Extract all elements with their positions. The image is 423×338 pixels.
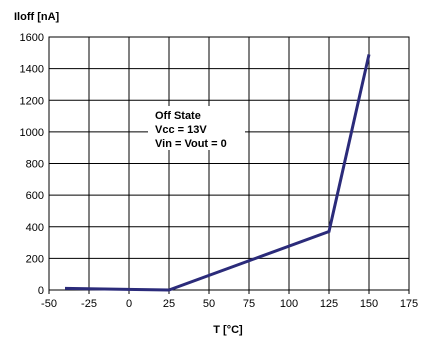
y-tick-label: 600 (26, 190, 44, 202)
x-tick-label: -50 (41, 298, 57, 310)
y-tick-label: 1200 (20, 95, 44, 107)
y-tick-label: 0 (38, 285, 44, 297)
x-tick-label: -25 (81, 298, 97, 310)
y-tick-label: 1400 (20, 64, 44, 76)
annotation-line-1: Off State (155, 110, 201, 122)
x-tick-label: 175 (400, 298, 418, 310)
x-tick-label: 75 (243, 298, 255, 310)
x-tick-label: 50 (203, 298, 215, 310)
annotation-background (148, 106, 245, 150)
x-axis-label: T [°C] (213, 324, 243, 336)
x-tick-label: 150 (360, 298, 378, 310)
annotation: Off State Vcc = 13V Vin = Vout = 0 (148, 106, 245, 150)
x-tick-label: 125 (320, 298, 338, 310)
annotation-line-2: Vcc = 13V (155, 124, 207, 136)
annotation-line-3: Vin = Vout = 0 (155, 138, 227, 150)
y-tick-labels: 0 200 400 600 800 1000 1200 1400 1600 (20, 32, 44, 297)
series-line (64, 54, 371, 292)
grid (48, 36, 410, 294)
y-axis-label: Iloff [nA] (14, 11, 60, 23)
y-tick-label: 1000 (20, 127, 44, 139)
x-tick-label: 0 (126, 298, 132, 310)
x-tick-label: 100 (280, 298, 298, 310)
y-tick-label: 200 (26, 253, 44, 265)
y-tick-label: 800 (26, 159, 44, 171)
x-tick-label: 25 (163, 298, 175, 310)
plot-area-frame (48, 36, 410, 291)
y-tick-label: 400 (26, 222, 44, 234)
x-tick-labels: -50 -25 0 25 50 75 100 125 150 175 (41, 298, 418, 310)
y-tick-label: 1600 (20, 32, 44, 44)
